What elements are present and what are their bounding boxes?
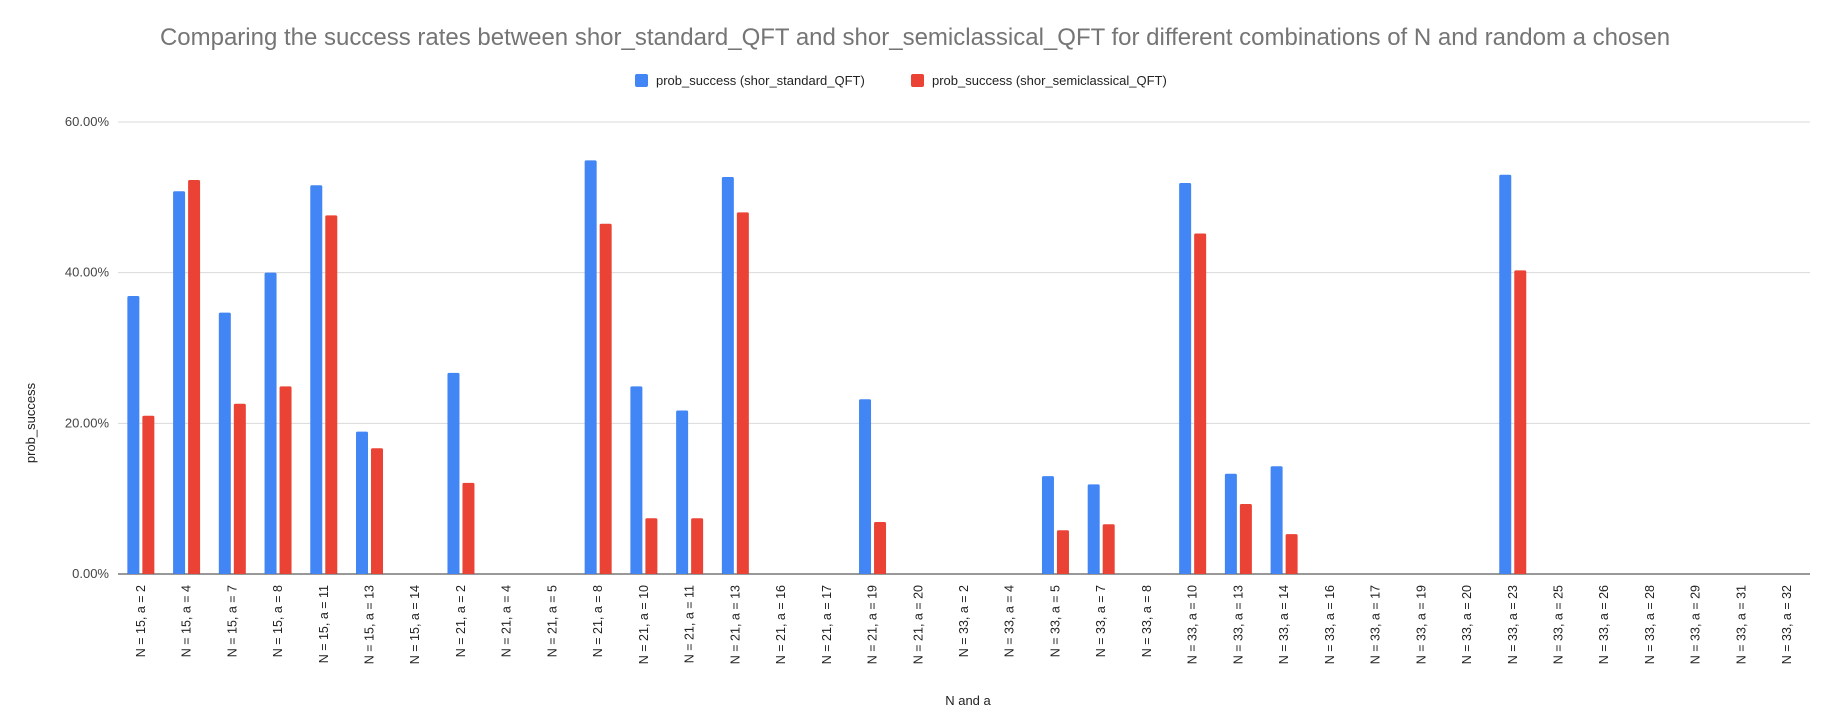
- x-category-label: N = 21, a = 10: [637, 585, 651, 664]
- bar-semiclassical-qft: [736, 212, 749, 574]
- x-axis-title: N and a: [945, 693, 991, 708]
- x-category-label: N = 33, a = 10: [1186, 585, 1200, 664]
- x-category-label: N = 33, a = 26: [1597, 585, 1611, 664]
- x-category-label: N = 21, a = 2: [454, 585, 468, 657]
- x-category-label: N = 21, a = 8: [591, 585, 605, 657]
- bar-standard-qft: [1270, 466, 1283, 574]
- x-category-label: N = 15, a = 4: [180, 585, 194, 657]
- y-tick-label: 0.00%: [72, 566, 109, 581]
- y-tick-label: 40.00%: [65, 265, 110, 280]
- x-category-label: N = 15, a = 13: [363, 585, 377, 664]
- bar-standard-qft: [1224, 473, 1237, 574]
- bar-standard-qft: [447, 372, 460, 574]
- x-category-label: N = 15, a = 14: [408, 585, 422, 664]
- bar-semiclassical-qft: [142, 415, 155, 574]
- x-category-label: N = 33, a = 20: [1460, 585, 1474, 664]
- bar-standard-qft: [310, 185, 323, 574]
- bar-semiclassical-qft: [325, 215, 338, 574]
- bar-semiclassical-qft: [279, 386, 292, 574]
- x-category-label: N = 21, a = 4: [500, 585, 514, 657]
- bar-standard-qft: [218, 312, 231, 574]
- legend-swatch-semiclassical: [911, 74, 924, 87]
- legend: prob_success (shor_standard_QFT) prob_su…: [635, 73, 1167, 88]
- bar-semiclassical-qft: [874, 522, 887, 574]
- x-category-label: N = 33, a = 4: [1003, 585, 1017, 657]
- x-category-label: N = 33, a = 2: [957, 585, 971, 657]
- y-axis-ticks: 0.00% 20.00% 40.00% 60.00%: [65, 114, 110, 581]
- bar-standard-qft: [676, 410, 689, 574]
- bar-semiclassical-qft: [1056, 530, 1069, 574]
- x-category-label: N = 33, a = 17: [1369, 585, 1383, 664]
- gridlines: [118, 121, 1810, 575]
- bar-semiclassical-qft: [1102, 524, 1115, 574]
- x-category-label: N = 15, a = 8: [271, 585, 285, 657]
- bar-standard-qft: [173, 191, 186, 574]
- legend-label-semiclassical: prob_success (shor_semiclassical_QFT): [932, 73, 1167, 88]
- y-axis-title: prob_success: [23, 382, 38, 463]
- x-category-label: N = 21, a = 17: [820, 585, 834, 664]
- bar-semiclassical-qft: [645, 518, 658, 574]
- bar-semiclassical-qft: [691, 518, 704, 574]
- x-category-label: N = 33, a = 29: [1689, 585, 1703, 664]
- x-category-label: N = 33, a = 31: [1734, 585, 1748, 664]
- x-category-label: N = 33, a = 32: [1780, 585, 1794, 664]
- x-category-label: N = 33, a = 7: [1094, 585, 1108, 657]
- y-tick-label: 20.00%: [65, 415, 110, 430]
- legend-label-standard: prob_success (shor_standard_QFT): [656, 73, 865, 88]
- bars: [127, 160, 1527, 575]
- x-category-label: N = 33, a = 16: [1323, 585, 1337, 664]
- bar-standard-qft: [1499, 174, 1512, 575]
- bar-semiclassical-qft: [371, 448, 384, 574]
- bar-semiclassical-qft: [188, 180, 201, 574]
- x-category-label: N = 21, a = 5: [545, 585, 559, 657]
- x-category-label: N = 21, a = 20: [911, 585, 925, 664]
- bar-standard-qft: [630, 386, 643, 574]
- bar-semiclassical-qft: [599, 223, 612, 574]
- bar-semiclassical-qft: [1285, 534, 1298, 574]
- bar-semiclassical-qft: [1514, 270, 1527, 574]
- x-category-label: N = 21, a = 13: [728, 585, 742, 664]
- bar-standard-qft: [721, 176, 734, 575]
- x-category-label: N = 33, a = 19: [1414, 585, 1428, 664]
- bar-standard-qft: [127, 296, 140, 574]
- x-axis-category-labels: N = 15, a = 2 N = 15, a = 4 N = 15, a = 7 N…: [134, 585, 1794, 664]
- x-category-label: N = 33, a = 25: [1551, 585, 1565, 664]
- x-category-label: N = 21, a = 11: [683, 585, 697, 663]
- x-category-label: N = 15, a = 11: [317, 585, 331, 663]
- x-category-label: N = 15, a = 7: [225, 585, 239, 657]
- bar-standard-qft: [584, 160, 597, 575]
- x-category-label: N = 33, a = 14: [1277, 585, 1291, 664]
- x-category-label: N = 15, a = 2: [134, 585, 148, 657]
- bar-standard-qft: [356, 431, 369, 574]
- legend-swatch-standard: [635, 74, 648, 87]
- chart-title: Comparing the success rates between shor…: [160, 24, 1670, 51]
- bar-semiclassical-qft: [1239, 503, 1252, 574]
- x-category-label: N = 33, a = 28: [1643, 585, 1657, 664]
- bar-standard-qft: [1041, 476, 1054, 574]
- bar-semiclassical-qft: [1194, 233, 1207, 575]
- x-category-label: N = 33, a = 13: [1231, 585, 1245, 664]
- bar-semiclassical-qft: [233, 403, 246, 574]
- bar-standard-qft: [1087, 484, 1100, 574]
- x-category-label: N = 33, a = 8: [1140, 585, 1154, 657]
- x-category-label: N = 21, a = 16: [774, 585, 788, 664]
- x-category-label: N = 33, a = 5: [1048, 585, 1062, 657]
- bar-standard-qft: [859, 399, 872, 574]
- x-category-label: N = 21, a = 19: [866, 585, 880, 664]
- y-tick-label: 60.00%: [65, 114, 110, 129]
- bar-standard-qft: [264, 272, 277, 574]
- bar-semiclassical-qft: [462, 482, 475, 574]
- bar-standard-qft: [1179, 183, 1192, 574]
- x-category-label: N = 33, a = 23: [1506, 585, 1520, 664]
